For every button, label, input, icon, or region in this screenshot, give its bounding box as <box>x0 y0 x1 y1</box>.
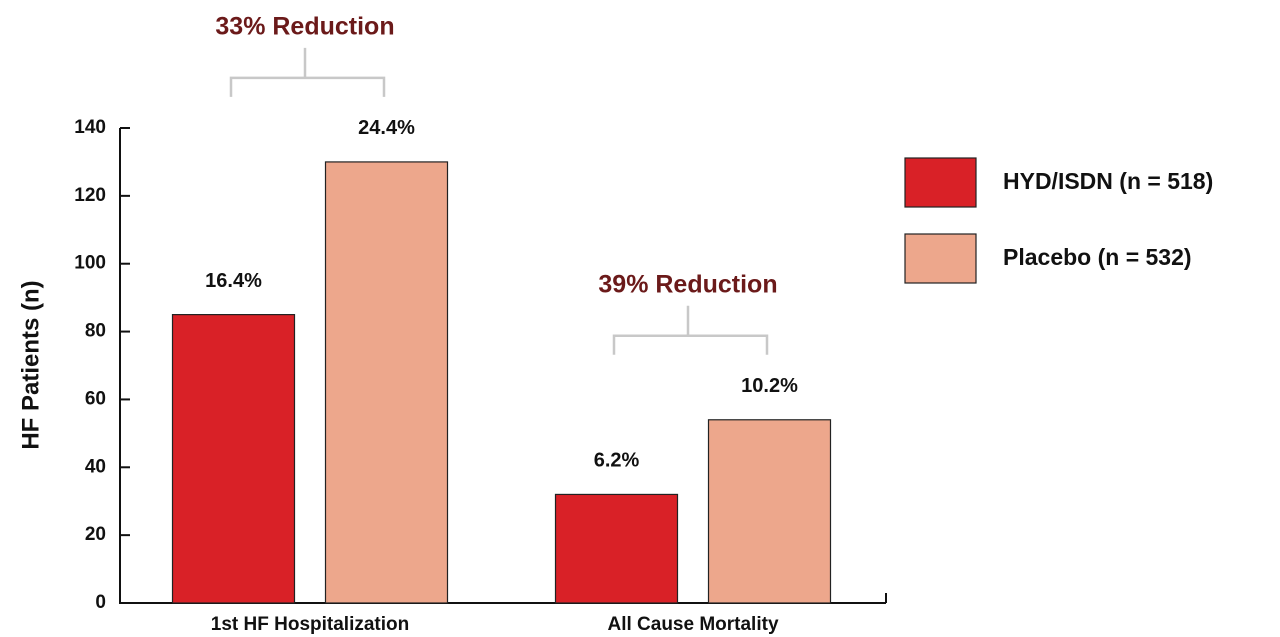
y-axis-label: HF Patients (n) <box>17 280 44 449</box>
value-label: 24.4% <box>358 117 415 139</box>
y-tick-label: 140 <box>74 117 106 138</box>
legend-swatch <box>904 157 977 208</box>
value-label: 16.4% <box>205 270 262 292</box>
bar <box>554 493 679 604</box>
value-label: 10.2% <box>741 375 798 397</box>
bar <box>707 419 832 604</box>
legend-label: Placebo (n = 532) <box>1003 244 1192 270</box>
y-tick-label: 120 <box>74 185 106 206</box>
y-tick-label: 20 <box>85 524 106 545</box>
reduction-label: 39% Reduction <box>598 270 777 298</box>
bracket <box>229 47 386 97</box>
legend-swatch <box>904 233 977 284</box>
y-tick-label: 0 <box>95 592 106 613</box>
y-tick-label: 40 <box>85 456 106 477</box>
value-label: 6.2% <box>594 450 640 472</box>
x-tick-label: 1st HF Hospitalization <box>211 614 409 635</box>
legend-label: HYD/ISDN (n = 518) <box>1003 168 1213 194</box>
reduction-label: 33% Reduction <box>215 13 394 41</box>
bar <box>171 314 296 604</box>
y-tick-label: 60 <box>85 388 106 409</box>
y-tick-label: 100 <box>74 253 106 274</box>
bar <box>324 161 449 604</box>
bracket <box>612 305 769 355</box>
x-tick-label: All Cause Mortality <box>607 614 778 635</box>
y-tick-label: 80 <box>85 321 106 342</box>
